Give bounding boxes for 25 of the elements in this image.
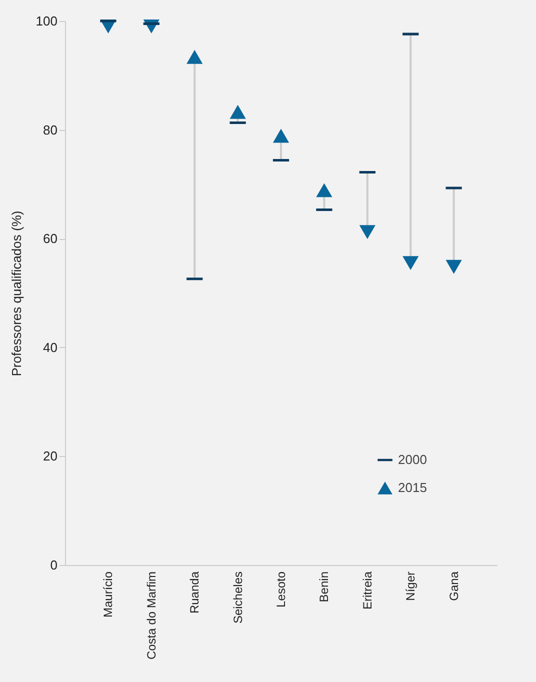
y-tick-label: 40: [43, 340, 58, 355]
x-tick-label: Maurício: [101, 571, 116, 618]
point: [272, 128, 290, 143]
y-axis-title: Professores qualificados (%): [8, 210, 24, 376]
x-tick-label: Costa do Marfim: [144, 572, 158, 660]
y-tick-label: 60: [43, 231, 58, 246]
x-tick-label: Eritreia: [360, 571, 374, 610]
x-tick-label: Ruanda: [188, 571, 202, 614]
point: [316, 183, 332, 198]
x-tick-label: Benin: [317, 572, 332, 602]
x-tick-label: Lesoto: [274, 571, 288, 608]
point: [446, 260, 462, 274]
point: [402, 256, 419, 270]
y-tick-label: 0: [50, 558, 58, 572]
y-tick-label: 80: [43, 122, 58, 138]
x-tick-label: Níger: [404, 571, 418, 601]
y-tick-label: 100: [36, 14, 58, 28]
point: [186, 50, 203, 64]
legend-label: 2015: [398, 480, 427, 495]
legend-label: 2000: [398, 452, 427, 467]
point: [230, 104, 246, 119]
x-tick-label: Seicheles: [230, 572, 245, 624]
point: [359, 225, 376, 240]
y-tick-label: 20: [43, 448, 58, 464]
x-tick-label: Gana: [446, 571, 461, 601]
